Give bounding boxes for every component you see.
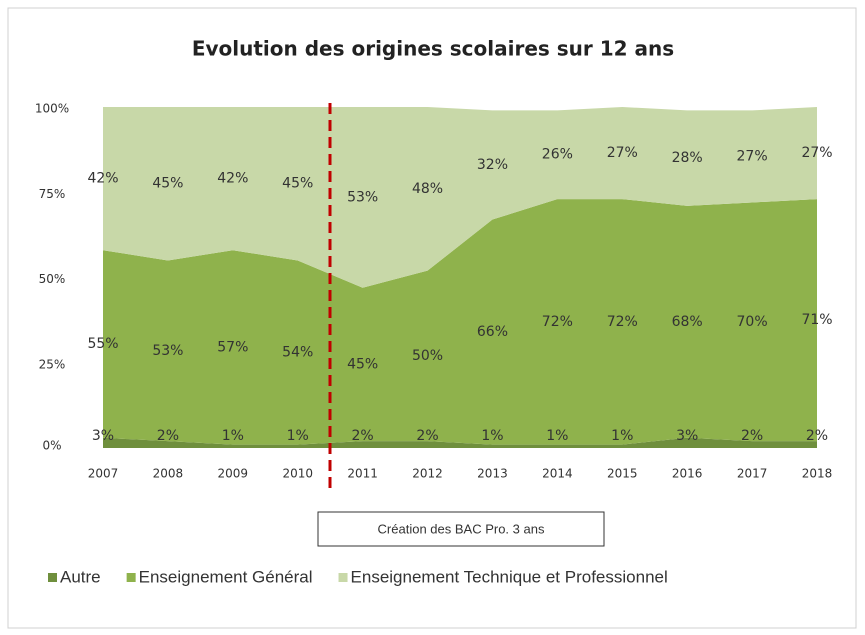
data-label: 2% — [157, 428, 179, 444]
data-label: 42% — [217, 171, 248, 187]
data-label: 66% — [477, 324, 508, 340]
data-label: 71% — [801, 312, 832, 328]
legend-label: Enseignement Technique et Professionnel — [351, 567, 668, 586]
data-label: 72% — [607, 314, 638, 330]
data-label: 27% — [801, 145, 832, 161]
x-tick-label: 2007 — [88, 467, 119, 481]
x-tick-label: 2018 — [802, 467, 833, 481]
data-label: 57% — [217, 339, 248, 355]
data-label: 50% — [412, 348, 443, 364]
x-tick-label: 2014 — [542, 467, 573, 481]
data-label: 2% — [416, 428, 438, 444]
data-label: 53% — [152, 343, 183, 359]
data-label: 1% — [481, 428, 503, 444]
data-label: 27% — [607, 145, 638, 161]
data-label: 72% — [542, 314, 573, 330]
annotation-box — [317, 511, 605, 547]
data-label: 2% — [352, 428, 374, 444]
x-tick-label: 2009 — [218, 467, 249, 481]
area — [103, 437, 817, 448]
plot-area — [103, 107, 817, 448]
y-tick-label: 50% — [39, 272, 66, 286]
data-label: 48% — [412, 181, 443, 197]
data-label: 1% — [611, 428, 633, 444]
data-label: 45% — [282, 176, 313, 192]
x-tick-label: 2010 — [282, 467, 313, 481]
y-tick-label: 75% — [39, 187, 66, 201]
data-label: 1% — [287, 428, 309, 444]
legend-swatch — [48, 573, 57, 582]
data-label: 32% — [477, 157, 508, 173]
chart-title: Evolution des origines scolaires sur 12 … — [192, 37, 674, 61]
data-label: 42% — [87, 171, 118, 187]
data-label: 1% — [546, 428, 568, 444]
legend-swatch — [126, 573, 136, 582]
data-label: 54% — [282, 345, 313, 361]
y-tick-label: 100% — [35, 102, 69, 116]
legend-label: Autre — [60, 567, 101, 586]
data-label: 53% — [347, 189, 378, 205]
data-label: 3% — [92, 428, 114, 444]
y-tick-label: 0% — [42, 439, 61, 453]
data-label: 28% — [672, 150, 703, 166]
data-label: 26% — [542, 147, 573, 163]
area — [103, 199, 817, 445]
data-label: 27% — [737, 148, 768, 164]
x-tick-label: 2015 — [607, 467, 638, 481]
legend-swatch — [338, 573, 348, 582]
data-label: 1% — [222, 428, 244, 444]
x-tick-label: 2016 — [672, 467, 703, 481]
data-label: 45% — [347, 356, 378, 372]
x-tick-label: 2008 — [153, 467, 184, 481]
y-tick-label: 25% — [39, 357, 66, 371]
x-tick-label: 2013 — [477, 467, 508, 481]
data-label: 45% — [152, 176, 183, 192]
data-label: 3% — [676, 428, 698, 444]
x-tick-label: 2017 — [737, 467, 768, 481]
x-tick-label: 2012 — [412, 467, 443, 481]
annotation: Création des BAC Pro. 3 ans — [378, 521, 545, 536]
data-label: 70% — [737, 314, 768, 330]
area — [103, 107, 817, 288]
data-label: 68% — [672, 314, 703, 330]
x-tick-label: 2011 — [347, 467, 378, 481]
data-label: 2% — [806, 428, 828, 444]
data-label: 55% — [87, 336, 118, 352]
legend-label: Enseignement Général — [139, 567, 313, 586]
data-label: 2% — [741, 428, 763, 444]
